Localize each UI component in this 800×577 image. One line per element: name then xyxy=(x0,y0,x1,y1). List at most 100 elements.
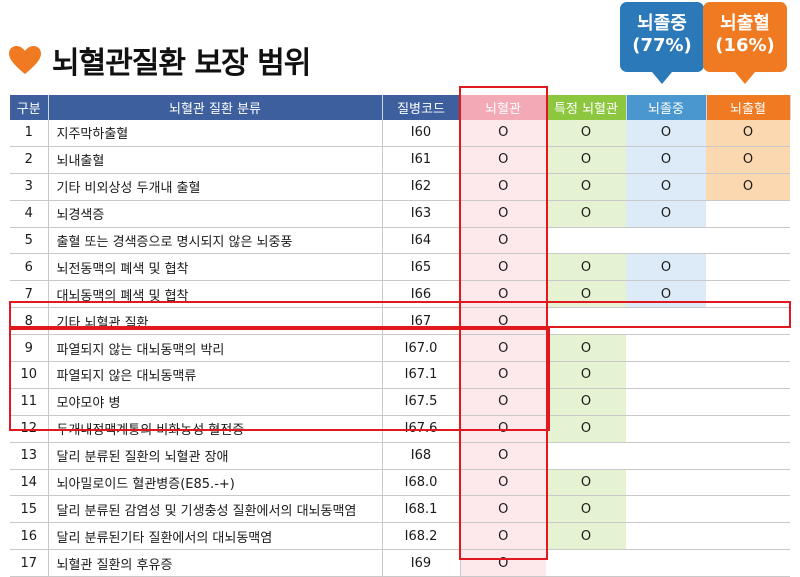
header-category: 구분 xyxy=(10,95,49,120)
mark-stroke: O xyxy=(626,146,706,174)
mark-specific: O xyxy=(546,200,626,228)
mark-stroke: O xyxy=(626,120,706,147)
disease-code: I62 xyxy=(382,173,461,201)
mark-specific: O xyxy=(546,120,626,147)
mark-cerebrovascular: O xyxy=(460,227,546,255)
table-row: 12 두개내정맥계통의 비화농성 혈전증 I67.6 O O xyxy=(10,415,790,443)
callout-stroke-label: 뇌졸중 xyxy=(637,13,687,34)
row-number: 12 xyxy=(10,415,49,443)
header-classification: 뇌혈관 질환 분류 xyxy=(48,95,383,120)
mark-stroke: O xyxy=(626,253,706,282)
mark-stroke xyxy=(626,522,706,551)
mark-cerebrovascular: O xyxy=(460,173,546,201)
row-number: 11 xyxy=(10,388,49,416)
mark-hemorrhage xyxy=(706,442,790,470)
row-number: 8 xyxy=(10,307,49,336)
header-hemorrhage: 뇌출혈 xyxy=(706,95,791,120)
disease-name: 두개내정맥계통의 비화농성 혈전증 xyxy=(48,415,383,443)
row-number: 6 xyxy=(10,253,49,282)
header-stroke: 뇌졸중 xyxy=(626,95,707,120)
mark-hemorrhage xyxy=(706,549,790,577)
row-number: 14 xyxy=(10,469,49,497)
mark-stroke xyxy=(626,361,706,389)
mark-specific: O xyxy=(546,495,626,524)
disease-code: I67.1 xyxy=(382,361,461,389)
mark-stroke xyxy=(626,495,706,524)
mark-hemorrhage xyxy=(706,415,790,443)
table-row: 8 기타 뇌혈관 질환 I67 O xyxy=(10,307,790,336)
disease-name: 달리 분류된 감염성 및 기생충성 질환에서의 대뇌동맥염 xyxy=(48,495,383,524)
mark-stroke: O xyxy=(626,200,706,228)
callout-arrow xyxy=(652,72,672,84)
mark-cerebrovascular: O xyxy=(460,200,546,228)
disease-code: I66 xyxy=(382,280,461,309)
mark-hemorrhage xyxy=(706,253,790,282)
table-row: 5 출혈 또는 경색증으로 명시되지 않은 뇌중풍 I64 O xyxy=(10,227,790,255)
mark-stroke xyxy=(626,442,706,470)
disease-name: 뇌경색증 xyxy=(48,200,383,228)
table-row: 6 뇌전동맥의 폐색 및 협착 I65 O O O xyxy=(10,253,790,282)
disease-code: I68 xyxy=(382,442,461,470)
mark-specific: O xyxy=(546,280,626,309)
row-number: 16 xyxy=(10,522,49,551)
table-row: 3 기타 비외상성 두개내 출혈 I62 O O O O xyxy=(10,173,790,201)
table-row: 7 대뇌동맥의 폐색 및 협착 I66 O O O xyxy=(10,280,790,309)
mark-hemorrhage xyxy=(706,522,790,551)
row-number: 10 xyxy=(10,361,49,389)
disease-name: 기타 비외상성 두개내 출혈 xyxy=(48,173,383,201)
table-row: 4 뇌경색증 I63 O O O xyxy=(10,200,790,228)
callout-stroke: 뇌졸중 (77%) xyxy=(620,2,704,84)
mark-stroke xyxy=(626,334,706,363)
disease-code: I67 xyxy=(382,307,461,336)
mark-hemorrhage xyxy=(706,388,790,416)
row-number: 4 xyxy=(10,200,49,228)
mark-hemorrhage xyxy=(706,307,790,336)
row-number: 5 xyxy=(10,227,49,255)
disease-code: I69 xyxy=(382,549,461,577)
disease-code: I67.5 xyxy=(382,388,461,416)
row-number: 3 xyxy=(10,173,49,201)
title-area: 뇌혈관질환 보장 범위 xyxy=(8,40,311,81)
callout-hemorrhage: 뇌출혈 (16%) xyxy=(703,2,787,84)
mark-hemorrhage xyxy=(706,280,790,309)
row-number: 1 xyxy=(10,120,49,147)
mark-cerebrovascular: O xyxy=(460,253,546,282)
row-number: 2 xyxy=(10,146,49,174)
mark-cerebrovascular: O xyxy=(460,146,546,174)
mark-cerebrovascular: O xyxy=(460,280,546,309)
disease-name: 달리 분류된기타 질환에서의 대뇌동맥염 xyxy=(48,522,383,551)
mark-specific: O xyxy=(546,469,626,497)
disease-name: 달리 분류된 질환의 뇌혈관 장애 xyxy=(48,442,383,470)
mark-hemorrhage: O xyxy=(706,120,790,147)
disease-code: I68.1 xyxy=(382,495,461,524)
mark-stroke xyxy=(626,388,706,416)
row-number: 9 xyxy=(10,334,49,363)
callout-arrow xyxy=(735,72,755,84)
table-row: 17 뇌혈관 질환의 후유증 I69 O xyxy=(10,549,790,577)
mark-cerebrovascular: O xyxy=(460,549,546,577)
callout-stroke-percent: (77%) xyxy=(632,35,692,56)
mark-specific: O xyxy=(546,253,626,282)
table-row: 13 달리 분류된 질환의 뇌혈관 장애 I68 O xyxy=(10,442,790,470)
mark-cerebrovascular: O xyxy=(460,361,546,389)
callout-hemorrhage-percent: (16%) xyxy=(715,35,775,56)
disease-code: I61 xyxy=(382,146,461,174)
mark-stroke xyxy=(626,307,706,336)
disease-name: 뇌전동맥의 폐색 및 협착 xyxy=(48,253,383,282)
mark-hemorrhage xyxy=(706,361,790,389)
row-number: 7 xyxy=(10,280,49,309)
header-specific-cerebrovascular: 특정 뇌혈관 xyxy=(546,95,627,120)
mark-cerebrovascular: O xyxy=(460,495,546,524)
disease-code: I67.0 xyxy=(382,334,461,363)
mark-cerebrovascular: O xyxy=(460,388,546,416)
callout-hemorrhage-label: 뇌출혈 xyxy=(720,13,770,34)
table-row: 1 지주막하출혈 I60 O O O O xyxy=(10,120,790,147)
disease-code: I68.2 xyxy=(382,522,461,551)
disease-name: 기타 뇌혈관 질환 xyxy=(48,307,383,336)
mark-stroke: O xyxy=(626,280,706,309)
table-row: 16 달리 분류된기타 질환에서의 대뇌동맥염 I68.2 O O xyxy=(10,522,790,551)
mark-cerebrovascular: O xyxy=(460,522,546,551)
disease-code: I64 xyxy=(382,227,461,255)
mark-specific: O xyxy=(546,361,626,389)
mark-hemorrhage xyxy=(706,200,790,228)
